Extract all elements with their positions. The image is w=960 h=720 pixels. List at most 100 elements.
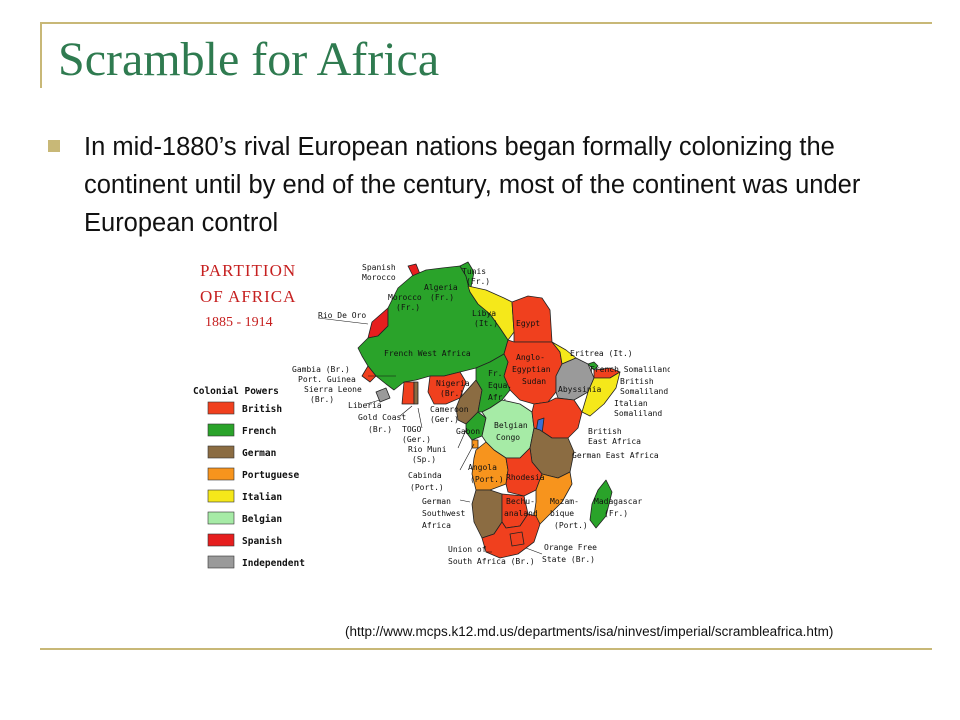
legend-label-belgian: Belgian [242, 514, 282, 525]
label-tunis-2: (Fr.) [466, 277, 490, 286]
label-british-east-africa-2: East Africa [588, 437, 641, 446]
label-italian-somaliland-2: Somaliland [614, 409, 662, 418]
label-abyssinia: Abyssinia [558, 385, 602, 394]
label-french-west-africa: French West Africa [384, 349, 471, 358]
label-togo-1: TOGO [402, 425, 421, 434]
label-mozambique-3: (Port.) [554, 521, 588, 530]
label-italian-somaliland-1: Italian [614, 399, 648, 408]
label-gold-coast-1: Gold Coast [358, 413, 406, 422]
label-belgian-congo-2: Congo [496, 433, 520, 442]
label-fr-equa-3: Afr. [488, 393, 507, 402]
label-rio-de-oro: Rio De Oro [318, 311, 366, 320]
region-togo [413, 381, 419, 405]
label-egypt: Egypt [516, 319, 540, 328]
legend-swatch-british [207, 401, 235, 415]
region-gold-coast [401, 381, 415, 405]
bullet-item: In mid-1880’s rival European nations beg… [48, 128, 908, 242]
label-eritrea: Eritrea (It.) [570, 349, 633, 358]
legend-swatch-french [207, 423, 235, 437]
label-union-sa-2: South Africa (Br.) [448, 557, 535, 566]
map-labels: Spanish Morocco Tunis (Fr.) Algeria (Fr.… [292, 263, 670, 566]
region-tunis [459, 261, 475, 293]
legend-title: Colonial Powers [193, 386, 279, 397]
label-anglo-2: Egyptian [512, 365, 551, 374]
label-madagascar-1: Madagascar [594, 497, 642, 506]
legend-label-independent: Independent [242, 558, 305, 569]
label-gambia-4: (Br.) [310, 395, 334, 404]
region-orange-free-state [509, 531, 525, 547]
legend-label-german: German [242, 448, 276, 459]
label-cameroon-2: (Ger.) [430, 415, 459, 424]
label-anglo-3: Sudan [522, 377, 546, 386]
region-british-east-africa [531, 397, 583, 439]
label-morocco-2: (Fr.) [396, 303, 420, 312]
legend-label-british: British [242, 404, 282, 415]
label-algeria-2: (Fr.) [430, 293, 454, 302]
label-libya-2: (It.) [474, 319, 498, 328]
label-gambia-2: Port. Guinea [298, 375, 356, 384]
africa-partition-map: PARTITION OF AFRICA 1885 - 1914 Colonial… [193, 261, 670, 569]
slide-title: Scramble for Africa [58, 33, 440, 86]
label-libya-1: Libya [472, 309, 496, 318]
label-belgian-congo-1: Belgian [494, 421, 528, 430]
legend-swatch-portuguese [207, 467, 235, 481]
label-british-somaliland-2: Somaliland [620, 387, 668, 396]
region-french-somaliland [587, 361, 599, 371]
label-cabinda-2: (Port.) [410, 483, 444, 492]
label-togo-2: (Ger.) [402, 435, 431, 444]
label-rhodesia: Rhodesia [506, 473, 545, 482]
region-liberia [375, 387, 391, 403]
label-mozambique-2: bique [550, 509, 574, 518]
legend-swatch-italian [207, 489, 235, 503]
label-orange-1: Orange Free [544, 543, 597, 552]
label-british-somaliland-1: British [620, 377, 654, 386]
label-algeria-1: Algeria [424, 283, 458, 292]
square-bullet-icon [48, 140, 60, 152]
label-nigeria-2: (Br.) [440, 389, 464, 398]
label-orange-2: State (Br.) [542, 555, 595, 564]
region-french-west-africa [357, 265, 509, 391]
label-morocco-1: Morocco [388, 293, 422, 302]
label-bechuanaland-1: Bechu- [506, 497, 535, 506]
label-madagascar-2: (Fr.) [604, 509, 628, 518]
label-cameroon-1: Cameroon [430, 405, 469, 414]
label-union-sa-1: Union of [448, 545, 487, 554]
label-gold-coast-2: (Br.) [368, 425, 392, 434]
legend: British French German Portuguese Italian… [207, 401, 305, 569]
label-liberia: Liberia [348, 401, 382, 410]
label-british-east-africa-1: British [588, 427, 622, 436]
region-cabinda [471, 439, 479, 449]
region-madagascar [589, 479, 613, 529]
region-gambia-sierra-leone [361, 365, 377, 383]
label-angola-1: Angola [468, 463, 497, 472]
legend-label-portuguese: Portuguese [242, 470, 299, 481]
leader-lines [317, 317, 543, 555]
label-gsw-1: German [422, 497, 451, 506]
frame-top-line [40, 22, 932, 24]
map-years: 1885 - 1914 [205, 315, 273, 330]
label-anglo-1: Anglo- [516, 353, 545, 362]
region-egypt [511, 295, 553, 343]
label-bechuanaland-2: analand [504, 509, 538, 518]
label-gsw-3: Africa [422, 521, 451, 530]
label-gsw-2: Southwest [422, 509, 466, 518]
region-mozambique [533, 471, 573, 525]
bullet-text: In mid-1880’s rival European nations beg… [84, 133, 861, 237]
label-gabon: Gabon [456, 427, 480, 436]
legend-label-french: French [242, 426, 276, 437]
frame-left-line [40, 22, 42, 88]
africa-regions [357, 261, 621, 559]
label-fr-equa-2: Equa. [488, 381, 512, 390]
label-rio-muni-2: (Sp.) [412, 455, 436, 464]
label-french-somaliland: French Somaliland [590, 365, 670, 374]
label-angola-2: (Port.) [470, 475, 504, 484]
label-mozambique-1: Mozam- [550, 497, 579, 506]
legend-swatch-spanish [207, 533, 235, 547]
label-fr-equa-1: Fr. [488, 369, 502, 378]
map-title-line1: PARTITION [200, 261, 296, 280]
label-spanish-morocco-2: Morocco [362, 273, 396, 282]
label-spanish-morocco-1: Spanish [362, 263, 396, 272]
label-gambia-1: Gambia (Br.) [292, 365, 350, 374]
frame-bottom-line [40, 648, 932, 650]
label-gambia-3: Sierra Leone [304, 385, 362, 394]
